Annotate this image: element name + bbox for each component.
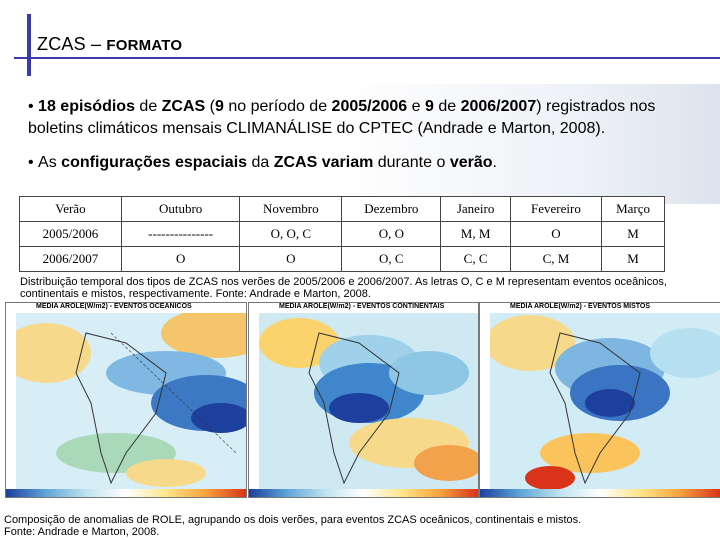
table-header: Verão bbox=[19, 196, 122, 222]
map-title: MEDIA AROLE(W/m2) - EVENTOS CONTINENTAIS bbox=[249, 303, 478, 313]
anomaly-field-graphic bbox=[490, 313, 720, 489]
table-header: Dezembro bbox=[341, 196, 442, 222]
table-cell: M bbox=[601, 221, 665, 247]
accent-vertical-bar bbox=[27, 14, 31, 76]
map-title: MEDIA AROLE(W/m2) - EVENTOS MISTOS bbox=[480, 303, 720, 313]
map-mixed-events: MEDIA AROLE(W/m2) - EVENTOS MISTOS bbox=[479, 302, 720, 498]
bullet-episodes: • 18 episódios de ZCAS (9 no período de … bbox=[28, 98, 656, 137]
zcas-episode-table: Verão Outubro Novembro Dezembro Janeiro … bbox=[19, 196, 665, 272]
table-header: Janeiro bbox=[440, 196, 511, 222]
latitude-axis bbox=[249, 313, 259, 489]
latitude-axis bbox=[6, 313, 16, 489]
table-cell: M bbox=[601, 246, 665, 272]
table-row: 2006/2007 O O O, C C, C C, M M bbox=[19, 246, 665, 272]
anomaly-field bbox=[490, 313, 720, 489]
table-header: Março bbox=[601, 196, 665, 222]
table-cell: C, M bbox=[509, 246, 603, 272]
text-background bbox=[22, 84, 720, 204]
color-scale-bar bbox=[249, 489, 478, 497]
slide-title: ZCAS – FORMATO bbox=[37, 34, 182, 55]
anomaly-field-graphic bbox=[259, 313, 478, 489]
table-row: 2005/2006 --------------- O, O, C O, O M… bbox=[19, 221, 665, 247]
table-cell: 2006/2007 bbox=[19, 246, 122, 272]
title-small: FORMATO bbox=[106, 37, 183, 54]
table-cell: O, O bbox=[341, 221, 442, 247]
maps-caption-line: Composição de anomalias de ROLE, agrupan… bbox=[4, 514, 582, 526]
accent-horizontal-bar bbox=[14, 57, 720, 59]
color-scale-bar bbox=[6, 489, 246, 497]
table-cell: C, C bbox=[440, 246, 511, 272]
bullet-configurations: • As configurações espaciais da ZCAS var… bbox=[28, 154, 497, 171]
table-header: Novembro bbox=[239, 196, 343, 222]
table-cell: O bbox=[239, 246, 343, 272]
table-header: Fevereiro bbox=[509, 196, 603, 222]
table-header: Outubro bbox=[120, 196, 241, 222]
table-cell: 2005/2006 bbox=[19, 221, 122, 247]
map-oceanic-events: MEDIA AROLE(W/m2) - EVENTOS OCEANICOS bbox=[5, 302, 247, 498]
table-header-row: Verão Outubro Novembro Dezembro Janeiro … bbox=[19, 196, 665, 222]
maps-caption-source: Fonte: Andrade e Marton, 2008. bbox=[4, 526, 160, 538]
map-continental-events: MEDIA AROLE(W/m2) - EVENTOS CONTINENTAIS bbox=[248, 302, 479, 498]
table-cell: O, O, C bbox=[239, 221, 343, 247]
anomaly-field-graphic bbox=[16, 313, 246, 489]
map-title: MEDIA AROLE(W/m2) - EVENTOS OCEANICOS bbox=[6, 303, 246, 313]
anomaly-field bbox=[16, 313, 246, 489]
latitude-axis bbox=[480, 313, 490, 489]
maps-caption: Composição de anomalias de ROLE, agrupan… bbox=[4, 514, 719, 538]
color-scale-bar bbox=[480, 489, 720, 497]
table-caption: Distribuição temporal dos tipos de ZCAS … bbox=[20, 276, 667, 300]
title-main: ZCAS – bbox=[37, 34, 102, 54]
table-cell: O bbox=[120, 246, 241, 272]
table-cell: --------------- bbox=[120, 221, 241, 247]
table-cell: M, M bbox=[440, 221, 511, 247]
table-cell: O, C bbox=[341, 246, 442, 272]
anomaly-field bbox=[259, 313, 478, 489]
table-cell: O bbox=[509, 221, 603, 247]
